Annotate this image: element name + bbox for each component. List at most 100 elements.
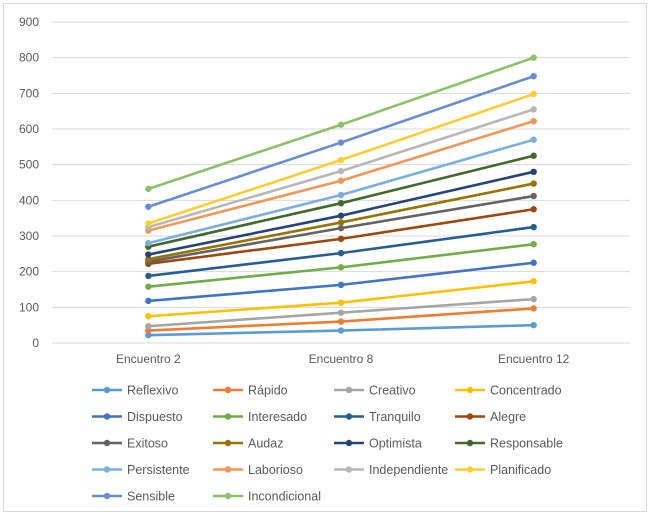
data-point [337, 318, 345, 325]
series-creativo [145, 295, 537, 330]
legend-item: Interesado [213, 410, 307, 424]
legend-swatch-marker [345, 439, 353, 447]
data-point [530, 241, 537, 248]
legend-swatch-marker [224, 413, 232, 420]
series-interesado [145, 241, 537, 290]
data-point [337, 224, 345, 232]
series-tranquilo [145, 223, 537, 280]
data-point [530, 259, 537, 266]
data-point [337, 249, 345, 257]
legend-label: Dispuesto [127, 410, 183, 424]
legend-swatch-marker [466, 386, 474, 394]
data-point [530, 295, 537, 303]
legend-label: Tranquilo [369, 410, 421, 424]
data-point [145, 323, 152, 330]
legend-item: Tranquilo [334, 410, 421, 424]
data-point [145, 239, 152, 247]
series-laborioso [145, 117, 537, 234]
legend-item: Sensible [92, 490, 175, 504]
data-point [530, 152, 537, 159]
legend-label: Audaz [248, 437, 283, 451]
legend-swatch-marker [345, 386, 353, 394]
legend-swatch-marker [103, 466, 111, 473]
legend-swatch-marker [466, 466, 474, 473]
data-point [337, 327, 345, 334]
legend-label: Persistente [127, 463, 190, 477]
y-tick-label: 800 [19, 51, 39, 65]
data-point [337, 235, 345, 243]
legend-swatch-marker [345, 466, 353, 473]
legend-label: Optimista [369, 437, 422, 451]
legend-swatch-marker [466, 413, 474, 420]
data-point [337, 212, 345, 219]
data-point [337, 309, 345, 316]
legend-swatch-marker [103, 492, 111, 500]
legend-label: Laborioso [248, 463, 303, 477]
series-persistente [145, 136, 537, 247]
data-point [530, 278, 537, 285]
y-tick-label: 100 [19, 300, 39, 314]
y-tick-label: 0 [32, 336, 39, 350]
data-point [337, 167, 345, 175]
legend-swatch-marker [345, 413, 353, 420]
data-point [145, 185, 152, 193]
series-reflexivo [145, 321, 537, 339]
legend-label: Creativo [369, 384, 416, 398]
data-point [337, 299, 345, 306]
legend-item: Alegre [455, 410, 526, 424]
series-incondicional [145, 54, 537, 193]
legend-swatch-marker [224, 492, 232, 500]
legend-swatch-marker [224, 466, 232, 473]
legend-item: Exitoso [92, 437, 168, 451]
legend-swatch-marker [224, 386, 232, 394]
legend-item: Audaz [213, 437, 283, 451]
legend-item: Incondicional [213, 490, 321, 504]
data-point [145, 331, 152, 339]
legend-label: Sensible [127, 490, 175, 504]
legend-swatch-marker [103, 386, 111, 394]
data-point [337, 281, 345, 289]
y-axis-tick-labels: 0 100 200 300 400 500 600 700 800 900 [19, 15, 39, 350]
series-audaz [145, 180, 537, 263]
legend-label: Planificado [490, 463, 551, 477]
legend-item: Creativo [334, 384, 416, 398]
y-tick-label: 200 [19, 265, 39, 279]
legend-item: Responsable [455, 437, 563, 451]
data-point [337, 199, 345, 207]
legend-item: Dispuesto [92, 410, 183, 424]
y-tick-label: 500 [19, 158, 39, 172]
data-point [530, 106, 537, 113]
legend: Reflexivo Rápido Creativo Concentrado Dispue… [92, 384, 563, 504]
data-point [145, 203, 152, 210]
data-point [145, 283, 152, 290]
chart-frame [3, 3, 647, 512]
legend-label: Concentrado [490, 384, 562, 398]
legend-item: Reflexivo [92, 384, 178, 398]
series-optimista [145, 168, 537, 258]
legend-item: Persistente [92, 463, 190, 477]
legend-label: Independiente [369, 463, 448, 477]
data-point [145, 220, 152, 227]
data-point [337, 121, 345, 128]
data-point [530, 180, 537, 187]
data-point [337, 264, 345, 271]
legend-swatch-marker [103, 439, 111, 447]
legend-label: Reflexivo [127, 384, 178, 398]
data-point [530, 305, 537, 312]
y-tick-label: 700 [19, 86, 39, 100]
legend-label: Interesado [248, 410, 307, 424]
legend-label: Responsable [490, 437, 563, 451]
series-concentrado [145, 278, 537, 320]
data-point [145, 313, 152, 320]
legend-item: Independiente [334, 463, 448, 477]
data-point [530, 321, 537, 329]
series-sensible [145, 73, 537, 210]
data-point [145, 251, 152, 258]
data-point [337, 156, 345, 164]
data-point [145, 297, 152, 305]
legend-swatch-marker [224, 439, 232, 447]
data-point [530, 206, 537, 213]
y-tick-label: 600 [19, 122, 39, 136]
y-tick-label: 900 [19, 15, 39, 29]
